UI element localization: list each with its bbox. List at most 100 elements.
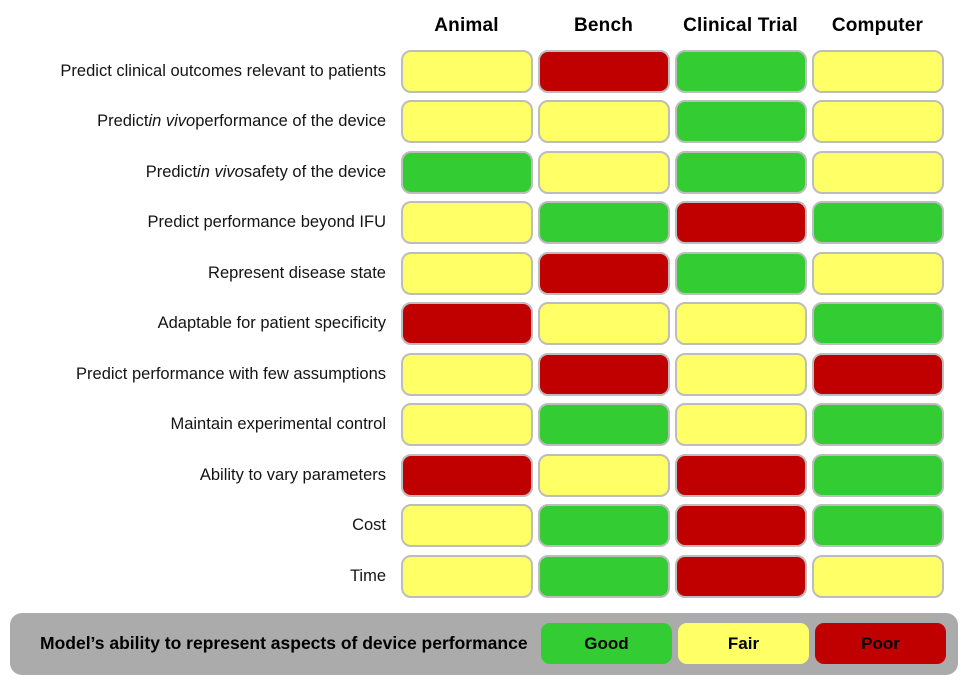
- row-label: Predict performance with few assumptions: [76, 364, 386, 383]
- matrix-cell: [672, 551, 809, 602]
- matrix-cell: [672, 46, 809, 97]
- matrix-cell: [398, 97, 535, 148]
- legend-item-fair: Fair: [678, 623, 809, 664]
- matrix-cell: [398, 299, 535, 350]
- matrix-cell: [398, 450, 535, 501]
- matrix-cell: [672, 198, 809, 249]
- matrix-cell: [535, 97, 672, 148]
- rating-pill-fair: [811, 150, 944, 194]
- rating-pill-poor: [400, 302, 533, 346]
- matrix-cell: [398, 349, 535, 400]
- matrix-cell: [535, 46, 672, 97]
- rating-pill-fair: [811, 49, 944, 93]
- row-label: Predict performance beyond IFU: [147, 213, 386, 232]
- matrix-cell: [672, 400, 809, 451]
- rating-pill-poor: [400, 453, 533, 497]
- row-label: Represent disease state: [208, 263, 386, 282]
- rating-pill-fair: [674, 352, 807, 396]
- rating-pill-fair: [674, 403, 807, 447]
- rating-pill-fair: [400, 201, 533, 245]
- rating-pill-fair: [400, 251, 533, 295]
- matrix-cell: [535, 349, 672, 400]
- rating-pill-good: [811, 201, 944, 245]
- matrix-cell: [672, 299, 809, 350]
- matrix-cell: [809, 450, 946, 501]
- rating-pill-fair: [400, 554, 533, 598]
- rating-pill-fair: [811, 554, 944, 598]
- matrix-cell: [809, 299, 946, 350]
- italic-phrase: in vivo: [197, 162, 244, 181]
- matrix-cell: [809, 551, 946, 602]
- rating-pill-good: [674, 150, 807, 194]
- matrix-cell: [535, 501, 672, 552]
- column-header-animal: Animal: [434, 15, 499, 36]
- matrix-cell: [535, 450, 672, 501]
- rating-pill-good: [674, 251, 807, 295]
- rating-pill-fair: [400, 403, 533, 447]
- column-header-computer: Computer: [831, 15, 924, 36]
- rating-pill-fair: [537, 100, 670, 144]
- rating-pill-poor: [811, 352, 944, 396]
- legend-item-poor: Poor: [815, 623, 946, 664]
- matrix-cell: [809, 248, 946, 299]
- rating-pill-fair: [400, 100, 533, 144]
- row-label: Predict in vivo safety of the device: [145, 162, 386, 181]
- matrix-cell: [809, 501, 946, 552]
- rating-pill-good: [537, 403, 670, 447]
- rating-pill-good: [537, 201, 670, 245]
- matrix-cell: [809, 147, 946, 198]
- matrix-cell: [535, 299, 672, 350]
- rating-pill-fair: [537, 302, 670, 346]
- rating-pill-poor: [674, 201, 807, 245]
- matrix-cell: [398, 551, 535, 602]
- legend-caption: Model’s ability to represent aspects of …: [40, 633, 528, 653]
- matrix-cell: [535, 248, 672, 299]
- rating-pill-fair: [400, 352, 533, 396]
- matrix-cell: [809, 198, 946, 249]
- rating-pill-good: [674, 100, 807, 144]
- rating-pill-good: [811, 504, 944, 548]
- italic-phrase: in vivo: [148, 112, 196, 131]
- rating-pill-fair: [537, 150, 670, 194]
- rating-pill-poor: [674, 554, 807, 598]
- matrix-cell: [809, 97, 946, 148]
- rating-pill-poor: [537, 251, 670, 295]
- legend-item-good: Good: [541, 623, 672, 664]
- rating-pill-fair: [400, 504, 533, 548]
- rating-pill-fair: [811, 251, 944, 295]
- rating-pill-poor: [674, 453, 807, 497]
- rating-pill-fair: [537, 453, 670, 497]
- rating-pill-poor: [537, 49, 670, 93]
- row-label: Ability to vary parameters: [199, 465, 386, 484]
- row-label: Cost: [352, 516, 386, 535]
- legend-bar: Model’s ability to represent aspects of …: [10, 612, 958, 675]
- matrix-cell: [398, 147, 535, 198]
- matrix-cell: [809, 400, 946, 451]
- rating-pill-poor: [537, 352, 670, 396]
- row-label: Time: [349, 566, 386, 585]
- matrix-cell: [672, 450, 809, 501]
- rating-pill-good: [811, 453, 944, 497]
- rating-pill-fair: [400, 49, 533, 93]
- rating-pill-fair: [811, 100, 944, 144]
- rating-pill-fair: [674, 302, 807, 346]
- rating-pill-good: [811, 302, 944, 346]
- rating-pill-poor: [674, 504, 807, 548]
- matrix-cell: [809, 349, 946, 400]
- matrix-cell: [398, 400, 535, 451]
- matrix-cell: [672, 501, 809, 552]
- matrix-cell: [672, 349, 809, 400]
- column-header-clinical-trial: Clinical Trial: [683, 15, 798, 36]
- rating-pill-good: [400, 150, 533, 194]
- matrix-cell: [809, 46, 946, 97]
- matrix-cell: [672, 147, 809, 198]
- matrix-cell: [535, 400, 672, 451]
- matrix-cell: [398, 501, 535, 552]
- matrix-cell: [535, 147, 672, 198]
- rating-pill-good: [537, 504, 670, 548]
- matrix-grid: Animal Bench Clinical Trial Computer Predict…: [60, 15, 946, 602]
- matrix-cell: [672, 248, 809, 299]
- matrix-cell: [535, 551, 672, 602]
- row-label: Predict in vivo performance of the devic…: [97, 112, 386, 131]
